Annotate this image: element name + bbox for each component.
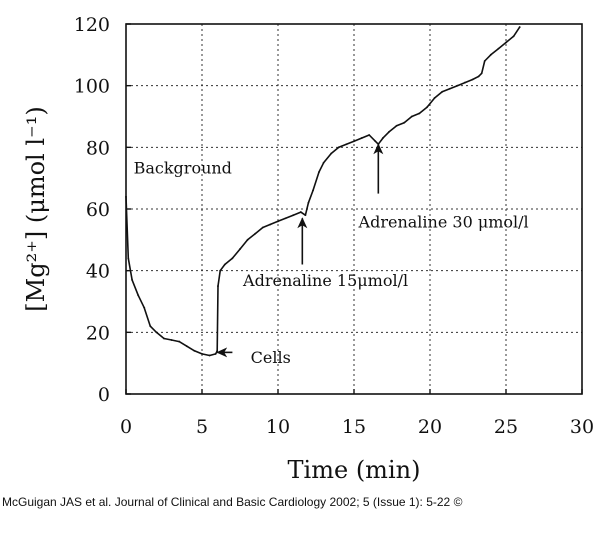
annotations: Background Cells Adrenaline 15μmol/l Adrena…	[134, 159, 529, 368]
data-point	[292, 214, 295, 217]
data-point	[337, 146, 340, 149]
data-point	[410, 115, 413, 118]
y-tick-label: 120	[74, 14, 110, 36]
data-point	[322, 161, 325, 164]
data-point	[170, 339, 173, 341]
data-point	[307, 201, 310, 204]
data-point	[418, 112, 421, 115]
data-point	[368, 134, 371, 136]
annotation-label: Cells	[251, 348, 291, 367]
x-tick-label: 25	[494, 416, 518, 438]
data-point	[312, 189, 314, 192]
data-point	[231, 257, 234, 260]
data-point	[216, 349, 219, 352]
data-point	[395, 124, 398, 127]
data-point	[518, 26, 521, 28]
series-line-0	[125, 26, 521, 357]
data-point	[178, 340, 181, 343]
data-point	[223, 263, 226, 266]
grid	[126, 24, 582, 394]
data-point	[137, 294, 140, 297]
data-point	[277, 220, 279, 223]
data-point	[304, 214, 307, 217]
annotation-label: Adrenaline 30 μmol/l	[358, 213, 529, 232]
data-point	[480, 72, 483, 75]
data-point	[217, 285, 219, 287]
data-point	[448, 87, 451, 90]
series-layer	[125, 26, 521, 357]
data-point	[269, 223, 272, 226]
data-point	[403, 121, 406, 124]
data-point	[433, 97, 436, 99]
data-point	[330, 152, 333, 155]
axis-ticks: 0 5 10 15 20 25 30 0 20 40 60 80 100 120	[74, 14, 594, 438]
y-tick-label: 20	[86, 322, 110, 344]
citation-credit: McGuigan JAS et al. Journal of Clinical …	[2, 495, 463, 509]
data-point	[261, 226, 264, 229]
y-tick-label: 0	[98, 384, 110, 406]
x-tick-label: 30	[570, 416, 594, 438]
y-tick-label: 60	[86, 199, 110, 221]
y-tick-label: 100	[74, 76, 110, 98]
data-point	[208, 354, 211, 357]
data-point	[353, 140, 355, 143]
data-point	[318, 171, 320, 173]
data-point	[483, 60, 486, 62]
data-point	[246, 238, 249, 241]
data-point	[426, 106, 428, 109]
x-tick-label: 5	[196, 416, 208, 438]
data-point	[127, 257, 130, 260]
data-point	[239, 248, 241, 250]
data-point	[131, 279, 133, 281]
x-axis-title: Time (min)	[288, 456, 421, 484]
data-point	[219, 269, 222, 272]
data-point	[381, 137, 384, 139]
data-point	[193, 349, 196, 352]
data-point	[471, 78, 474, 81]
data-point	[345, 143, 348, 146]
y-tick-label: 80	[86, 137, 110, 159]
data-point	[360, 137, 363, 139]
data-point	[185, 345, 188, 348]
data-point	[254, 232, 257, 235]
x-tick-label: 10	[266, 416, 290, 438]
data-point	[477, 75, 480, 78]
x-tick-label: 20	[418, 416, 442, 438]
data-point	[155, 331, 158, 334]
data-point	[388, 131, 390, 133]
data-point	[163, 337, 165, 340]
data-point	[214, 353, 217, 355]
y-axis-title: [Mg²⁺] (μmol l⁻¹)	[22, 106, 50, 311]
data-point	[201, 353, 203, 355]
annotation-arrows	[216, 143, 384, 358]
data-point	[149, 325, 152, 328]
x-tick-label: 15	[342, 416, 366, 438]
data-point	[464, 81, 466, 84]
x-tick-label: 0	[120, 416, 132, 438]
data-point	[374, 140, 377, 143]
data-point	[489, 53, 492, 56]
data-point	[505, 41, 507, 44]
data-point	[456, 84, 459, 87]
data-point	[125, 195, 127, 198]
data-point	[497, 47, 500, 50]
data-point	[299, 211, 302, 213]
annotation-label: Adrenaline 15μmol/l	[242, 271, 408, 290]
data-point	[284, 217, 287, 220]
annotation-label: Background	[134, 159, 232, 178]
y-tick-label: 40	[86, 261, 110, 283]
data-point	[512, 35, 515, 38]
data-point	[143, 306, 146, 309]
data-point	[441, 90, 444, 93]
